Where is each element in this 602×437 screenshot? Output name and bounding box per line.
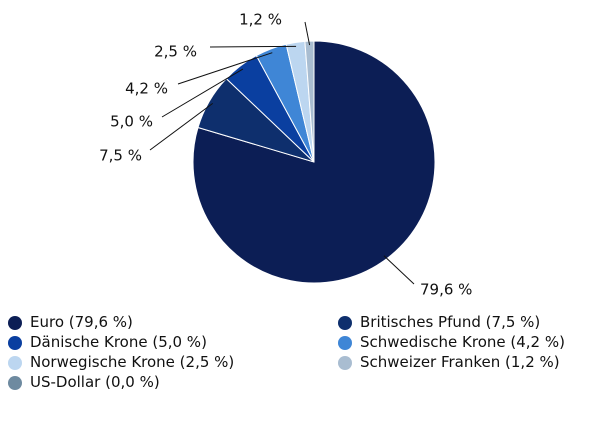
- leader-line: [209, 45, 297, 48]
- legend-label: Dänische Krone (5,0 %): [30, 333, 207, 351]
- legend-label: Britisches Pfund (7,5 %): [360, 313, 541, 331]
- legend-label: US-Dollar (0,0 %): [30, 373, 160, 391]
- legend-item: US-Dollar (0,0 %): [8, 374, 338, 394]
- leader-line: [161, 68, 244, 118]
- legend-item: Britisches Pfund (7,5 %): [338, 314, 602, 334]
- leader-line: [177, 52, 273, 85]
- legend-item: Schwedische Krone (4,2 %): [338, 334, 602, 354]
- legend-swatch: [8, 356, 22, 370]
- leader-line: [304, 21, 311, 46]
- leader-line: [149, 102, 214, 151]
- legend-swatch: [338, 316, 352, 330]
- chart: 79,6 % 7,5 % 5,0 % 4,2 % 2,5 % 1,2 %: [99, 11, 472, 299]
- data-label: 2,5 %: [154, 43, 197, 61]
- legend-item: Euro (79,6 %): [8, 314, 338, 334]
- legend-swatch: [8, 336, 22, 350]
- legend-swatch: [8, 316, 22, 330]
- data-label: 4,2 %: [125, 80, 168, 98]
- legend-label: Schwedische Krone (4,2 %): [360, 333, 565, 351]
- legend-item: Schweizer Franken (1,2 %): [338, 354, 602, 374]
- legend-label: Norwegische Krone (2,5 %): [30, 353, 235, 371]
- legend-swatch: [338, 336, 352, 350]
- legend-label: Euro (79,6 %): [30, 313, 133, 331]
- legend: Euro (79,6 %) Britisches Pfund (7,5 %) Dän…: [8, 314, 602, 394]
- data-label: 79,6 %: [420, 281, 472, 299]
- data-label: 1,2 %: [239, 11, 282, 29]
- legend-swatch: [8, 376, 22, 390]
- legend-item: Dänische Krone (5,0 %): [8, 334, 338, 354]
- legend-label: Schweizer Franken (1,2 %): [360, 353, 560, 371]
- leader-line: [383, 255, 415, 285]
- legend-item: Norwegische Krone (2,5 %): [8, 354, 338, 374]
- data-label: 5,0 %: [110, 113, 153, 131]
- legend-swatch: [338, 356, 352, 370]
- data-label: 7,5 %: [99, 147, 142, 165]
